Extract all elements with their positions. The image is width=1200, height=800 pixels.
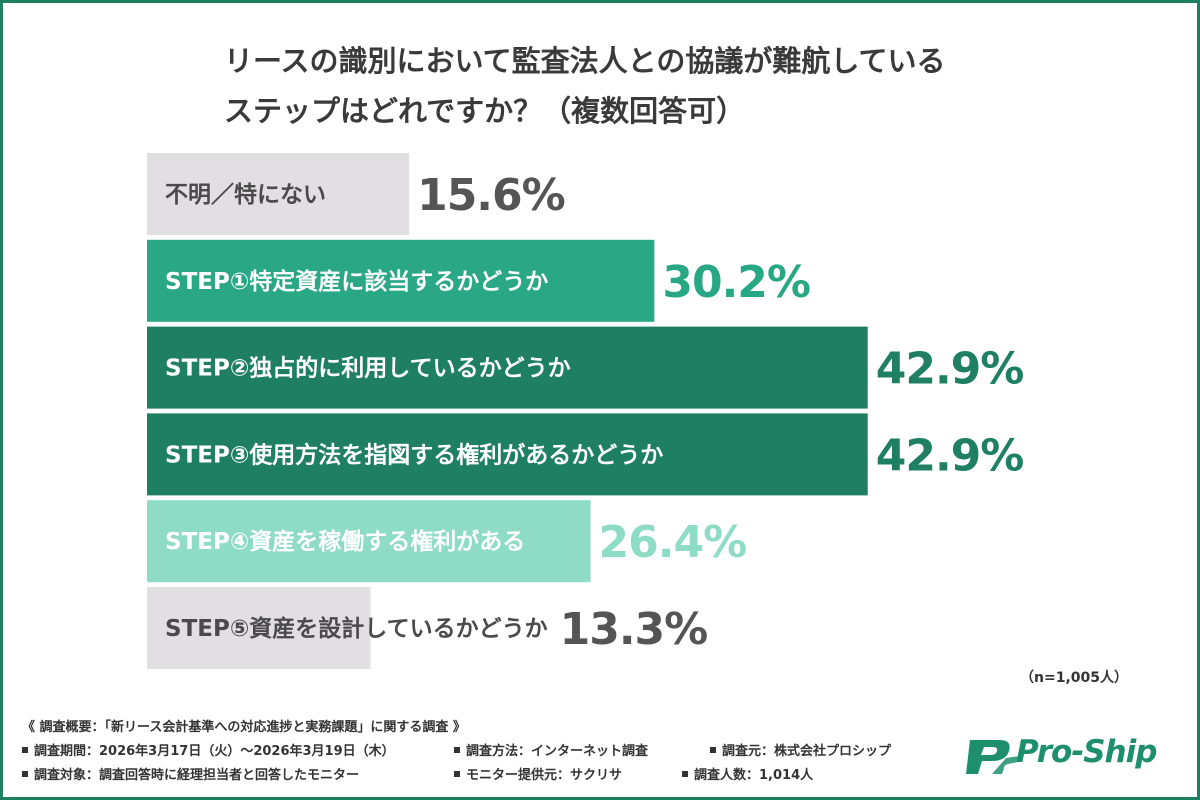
bar-label-3: STEP②独占的に利用しているかどうか	[165, 355, 571, 382]
sample-size-note: （n=1,005人）	[1020, 670, 1128, 686]
bar-5	[147, 500, 591, 583]
bar-label-6: STEP⑤資産を設計しているかどうか	[165, 615, 548, 642]
chart-title: リースの識別において監査法人との協議が難航している ステップはどれですか？（複数…	[224, 36, 1044, 136]
bar-1	[147, 153, 410, 235]
bar-chart: 不明／特にない 15.6% STEP①特定資産に該当するかどうか 30.2% STEP②…	[147, 153, 1024, 669]
bar-label-5: STEP④資産を稼働する権利がある	[165, 528, 525, 555]
survey-source: 調査元：株式会社プロシップ	[710, 740, 891, 764]
survey-overview: 《 調査概要：「新リース会計基準への対応進捗と実務課題」に関する調査 》	[22, 720, 466, 735]
bar-label-4: STEP③使用方法を指図する権利があるかどうか	[165, 441, 663, 468]
pro-ship-logo-text: Pro-Ship	[1016, 734, 1157, 770]
survey-method: 調査方法：インターネット調査	[454, 740, 648, 764]
monitor-provider: モニター提供元：サクリサ	[454, 764, 622, 788]
value-label-2: 30.2%	[662, 257, 810, 308]
bar-3	[147, 326, 868, 409]
survey-period: 調査期間：2026年3月17日（火）～2026年3月19日（木）	[22, 740, 395, 764]
bar-4	[147, 413, 868, 496]
title-line-2: ステップはどれですか？（複数回答可）	[224, 94, 746, 128]
bullet-square-icon	[22, 770, 28, 777]
value-label-1: 15.6%	[417, 170, 565, 221]
pro-ship-logo: Pro-Ship	[962, 734, 1176, 778]
bullet-square-icon	[710, 746, 716, 753]
bar-label-1: 不明／特にない	[165, 181, 326, 208]
pro-ship-mark-icon	[966, 740, 1020, 774]
bullet-square-icon	[454, 746, 460, 753]
value-label-3: 42.9%	[876, 344, 1024, 395]
bar-2	[147, 239, 655, 322]
bar-label-2: STEP①特定資産に該当するかどうか	[165, 268, 548, 295]
value-label-6: 13.3%	[560, 604, 708, 655]
bullet-square-icon	[22, 746, 28, 753]
bullet-square-icon	[454, 770, 460, 777]
value-label-4: 42.9%	[876, 430, 1024, 481]
title-line-1: リースの識別において監査法人との協議が難航している	[224, 44, 946, 78]
survey-count: 調査人数：1,014人	[682, 764, 813, 788]
bar-6	[147, 587, 371, 669]
value-label-5: 26.4%	[599, 517, 747, 568]
survey-target: 調査対象：調査回答時に経理担当者と回答したモニター	[22, 764, 359, 788]
bullet-square-icon	[682, 770, 688, 777]
